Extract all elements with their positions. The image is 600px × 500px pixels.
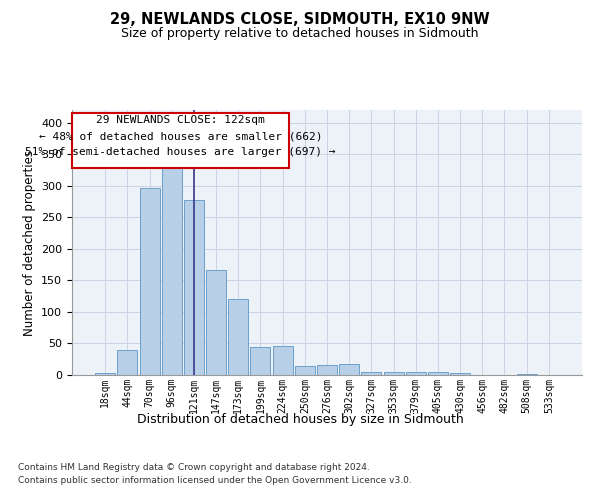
Text: Contains HM Land Registry data © Crown copyright and database right 2024.: Contains HM Land Registry data © Crown c… <box>18 464 370 472</box>
Bar <box>95 373 115 375</box>
Bar <box>406 372 426 375</box>
Bar <box>383 372 404 375</box>
Text: 29 NEWLANDS CLOSE: 122sqm: 29 NEWLANDS CLOSE: 122sqm <box>96 115 265 125</box>
Bar <box>162 168 182 375</box>
Bar <box>140 188 160 375</box>
Bar <box>361 372 382 375</box>
Text: Size of property relative to detached houses in Sidmouth: Size of property relative to detached ho… <box>121 28 479 40</box>
Bar <box>339 364 359 375</box>
Text: 51% of semi-detached houses are larger (697) →: 51% of semi-detached houses are larger (… <box>25 147 335 157</box>
Text: ← 48% of detached houses are smaller (662): ← 48% of detached houses are smaller (66… <box>38 131 322 141</box>
Bar <box>250 347 271 375</box>
Bar <box>118 350 137 375</box>
Bar <box>317 365 337 375</box>
Bar <box>428 372 448 375</box>
Bar <box>228 298 248 375</box>
Y-axis label: Number of detached properties: Number of detached properties <box>23 150 35 336</box>
Bar <box>450 373 470 375</box>
Bar <box>517 374 536 375</box>
Text: Contains public sector information licensed under the Open Government Licence v3: Contains public sector information licen… <box>18 476 412 485</box>
Bar <box>272 346 293 375</box>
Text: Distribution of detached houses by size in Sidmouth: Distribution of detached houses by size … <box>137 412 463 426</box>
Text: 29, NEWLANDS CLOSE, SIDMOUTH, EX10 9NW: 29, NEWLANDS CLOSE, SIDMOUTH, EX10 9NW <box>110 12 490 28</box>
Bar <box>295 366 315 375</box>
Bar <box>206 270 226 375</box>
Bar <box>184 200 204 375</box>
